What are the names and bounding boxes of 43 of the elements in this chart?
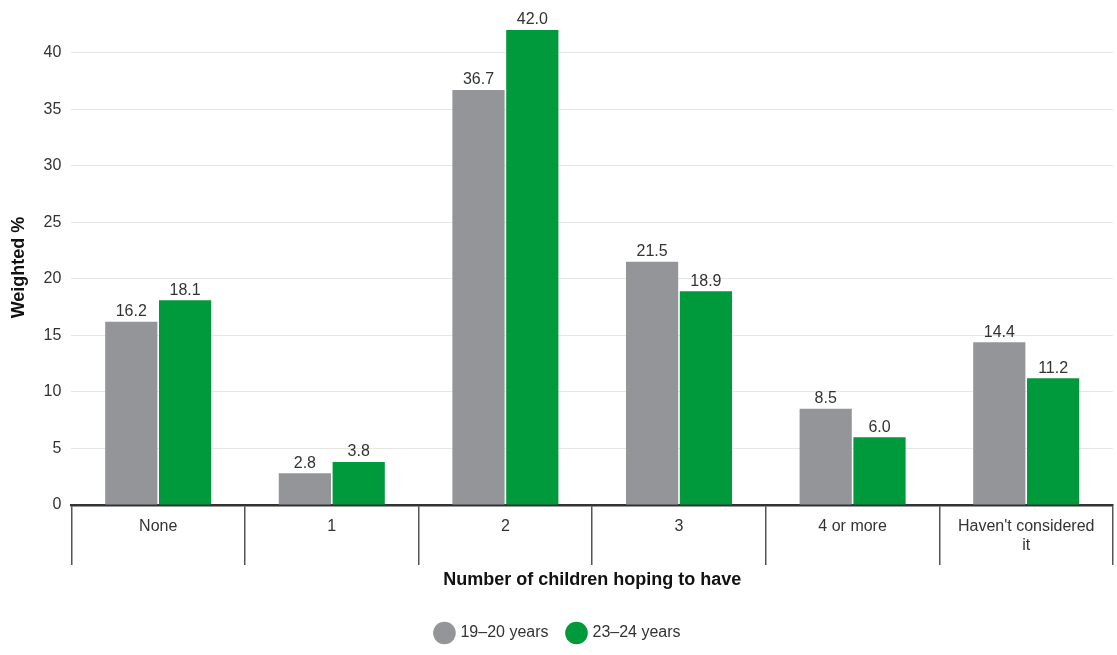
text: 42.0 — [516, 10, 548, 28]
y-axis-title: Weighted % — [7, 216, 28, 319]
bar — [332, 462, 385, 505]
y-tick-label: 5 — [52, 438, 62, 456]
text: 16.2 — [115, 302, 147, 320]
y-tick-label: 25 — [43, 212, 62, 230]
x-axis-title: Number of children hoping to have — [443, 569, 742, 590]
text: 18.9 — [690, 271, 722, 289]
bar — [278, 473, 331, 505]
bar — [973, 342, 1026, 505]
bar — [625, 261, 679, 505]
x-tick-label: Haven't considered it — [957, 517, 1095, 554]
x-tick-label: 4 or more — [818, 517, 887, 535]
text: 18.1 — [169, 280, 201, 298]
bar — [799, 408, 852, 505]
bar — [506, 30, 559, 505]
bar — [679, 291, 733, 505]
y-tick-label: 40 — [43, 43, 62, 61]
text: 2.8 — [293, 453, 317, 471]
bar — [853, 437, 906, 505]
bar — [1027, 378, 1080, 505]
y-tick-label: 20 — [43, 269, 62, 287]
y-tick-label: 15 — [43, 325, 62, 343]
legend-label: 23–24 years — [592, 623, 681, 641]
text: 21.5 — [636, 242, 668, 260]
y-tick-label: 10 — [43, 382, 62, 400]
text: 11.2 — [1038, 358, 1069, 376]
x-tick-label: 2 — [500, 517, 510, 535]
x-tick-label: 3 — [674, 517, 684, 535]
legend-label: 19–20 years — [460, 623, 549, 641]
text: 8.5 — [814, 389, 837, 407]
y-tick-label: 0 — [52, 495, 62, 513]
bar — [159, 300, 212, 505]
bar — [105, 321, 158, 505]
x-tick-label: None — [139, 517, 178, 535]
y-tick-label: 35 — [43, 99, 62, 117]
text: 36.7 — [462, 70, 495, 88]
text: 14.4 — [983, 322, 1015, 340]
x-tick-label: 1 — [327, 517, 337, 535]
text: 6.0 — [868, 417, 891, 435]
y-tick-label: 30 — [43, 156, 62, 174]
bar — [452, 89, 505, 505]
text: 3.8 — [347, 442, 370, 460]
